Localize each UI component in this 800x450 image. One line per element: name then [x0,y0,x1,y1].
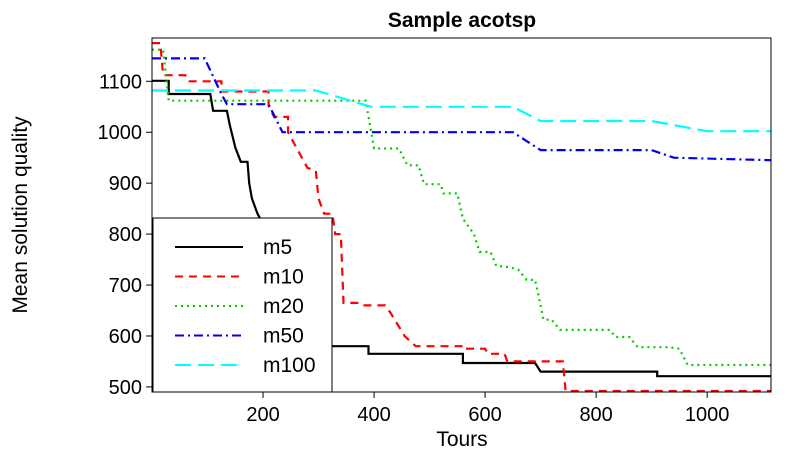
y-tick-label: 900 [109,173,142,195]
x-tick-label: 400 [357,404,390,426]
y-tick-label: 500 [109,377,142,399]
x-tick-label: 200 [246,404,279,426]
y-tick-label: 1000 [98,122,143,144]
legend-label-m100: m100 [263,354,316,377]
y-tick-label: 800 [109,224,142,246]
y-axis-label: Mean solution quality [9,116,32,314]
x-axis-label: Tours [436,428,487,450]
y-tick-label: 600 [109,326,142,348]
x-tick-label: 1000 [685,404,730,426]
legend-label-m20: m20 [263,295,304,318]
plot-frame [151,37,772,393]
series-line-m100 [152,89,771,133]
y-tick-label: 700 [109,275,142,297]
x-tick-label: 600 [468,404,501,426]
x-axis: 200 400 600 800 1000 [246,392,729,426]
legend-label-m50: m50 [263,325,304,348]
y-axis: 500 600 700 800 900 1000 1100 [98,71,152,399]
y-tick-label: 1100 [99,71,142,93]
legend: m5 m10 m20 m50 m100 [152,217,333,393]
legend-label-m5: m5 [263,236,292,259]
legend-label-m10: m10 [263,266,304,289]
x-tick-label: 800 [579,404,612,426]
series-line-m50 [152,57,772,162]
chart-title: Sample acotsp [388,9,536,32]
